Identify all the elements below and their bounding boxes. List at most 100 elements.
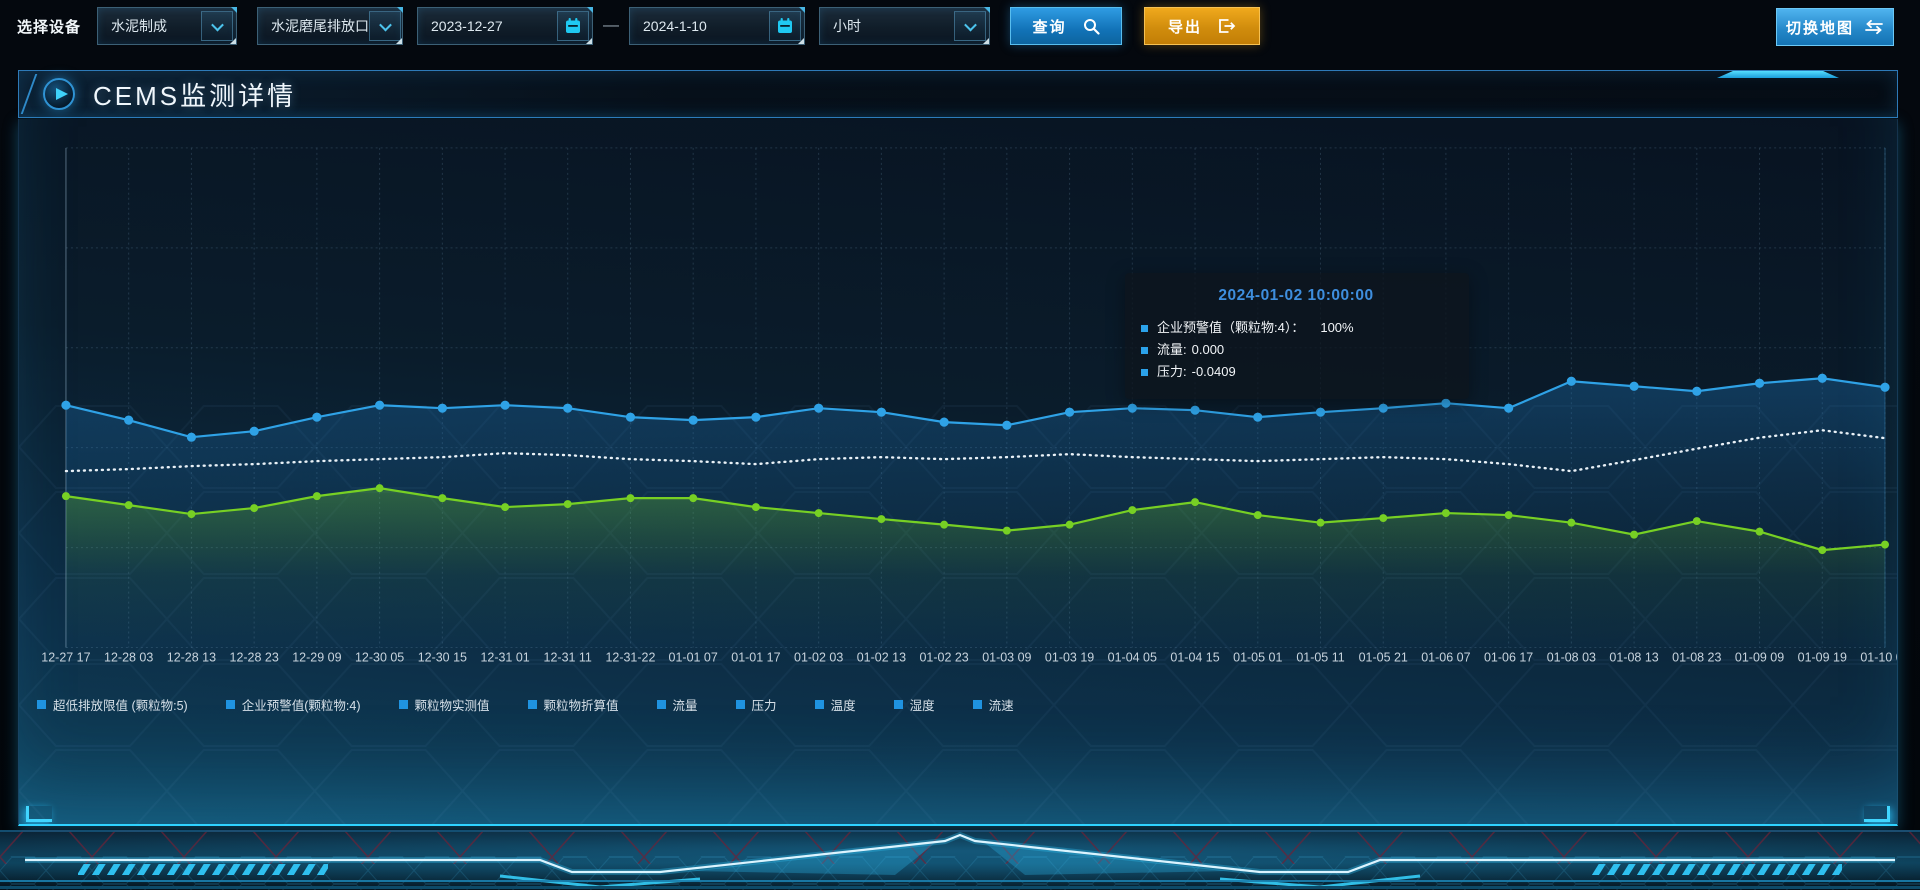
- tooltip-row: 压力: -0.0409: [1141, 361, 1451, 383]
- series-markers: [61, 373, 1890, 442]
- chevron-down-icon: [954, 11, 987, 41]
- end-date-input[interactable]: 2024-1-10: [629, 7, 806, 45]
- legend-item[interactable]: 温度: [814, 695, 856, 714]
- start-date-value: 2023-12-27: [431, 18, 503, 34]
- export-button-label: 导出: [1168, 18, 1203, 36]
- interval-select[interactable]: 小时: [819, 7, 991, 45]
- tooltip-row-value: 100%: [1320, 320, 1354, 335]
- tooltip-row: 流量: 0.000: [1141, 339, 1451, 361]
- legend-marker-icon: [972, 700, 982, 709]
- legend-marker-icon: [656, 700, 666, 709]
- series-marker-icon: [1141, 324, 1148, 332]
- legend-marker-icon: [893, 700, 903, 709]
- legend-item-label: 企业预警值(颗粒物:4): [241, 699, 361, 713]
- x-axis-label: 01-08 13: [1609, 650, 1658, 664]
- x-axis-label: 12-29 09: [292, 650, 341, 664]
- legend-item[interactable]: 流量: [656, 695, 698, 714]
- outlet-select-value: 水泥磨尾排放口: [271, 18, 370, 34]
- calendar-icon: [769, 11, 802, 41]
- chevron-down-icon: [369, 11, 402, 41]
- panel-header: CEMS监测详情: [18, 70, 1898, 118]
- legend-item-label: 湿度: [909, 699, 935, 713]
- legend-item[interactable]: 颗粒物折算值: [527, 695, 619, 714]
- legend-item[interactable]: 企业预警值(颗粒物:4): [225, 695, 361, 714]
- x-axis-label: 12-27 17: [41, 650, 90, 664]
- legend-item-label: 压力: [751, 699, 777, 713]
- export-icon: [1219, 19, 1236, 33]
- x-axis-label: 01-09 19: [1798, 650, 1847, 664]
- tooltip-row-label: 企业预警值（颗粒物:4）：: [1157, 320, 1305, 335]
- x-axis-label: 01-01 17: [731, 650, 780, 664]
- outlet-select[interactable]: 水泥磨尾排放口: [257, 7, 404, 45]
- decorative-footer: [0, 830, 1920, 890]
- query-button[interactable]: 查询: [1010, 7, 1123, 45]
- x-axis-label: 12-28 13: [167, 650, 216, 664]
- series-line: [65, 377, 1886, 439]
- legend-marker-icon: [37, 700, 46, 709]
- switch-map-button[interactable]: 切换地图: [1776, 8, 1894, 46]
- tooltip-row-label: 流量:: [1157, 342, 1187, 357]
- legend-item[interactable]: 压力: [735, 695, 777, 714]
- legend-item[interactable]: 湿度: [893, 695, 935, 714]
- device-select-label: 选择设备: [17, 18, 82, 36]
- x-axis-label: 01-01 07: [669, 650, 718, 664]
- legend-item-label: 颗粒物实测值: [414, 699, 490, 713]
- x-axis-label: 01-02 13: [857, 650, 906, 664]
- end-date-value: 2024-1-10: [643, 18, 707, 34]
- x-axis-label: 12-30 05: [355, 650, 404, 664]
- switch-map-button-label: 切换地图: [1785, 19, 1854, 37]
- series-marker-icon: [1141, 346, 1148, 354]
- x-axis-label: 01-08 03: [1547, 650, 1596, 664]
- query-button-label: 查询: [1032, 18, 1067, 36]
- x-axis-label: 01-09 09: [1735, 650, 1784, 664]
- legend-item-label: 颗粒物折算值: [543, 699, 619, 713]
- calendar-icon: [557, 11, 590, 41]
- legend-item-label: 超低排放限值 (颗粒物:5): [53, 699, 188, 713]
- x-axis-label: 01-02 23: [919, 650, 968, 664]
- x-axis-label: 01-02 03: [794, 650, 843, 664]
- tooltip-row: 企业预警值（颗粒物:4）： 100%: [1141, 317, 1451, 339]
- x-axis-label: 01-08 23: [1672, 650, 1721, 664]
- chart-tooltip: 2024-01-02 10:00:00 企业预警值（颗粒物:4）： 100% 流…: [1125, 273, 1469, 399]
- date-range-separator: —: [603, 17, 620, 34]
- x-axis-label: 01-05 11: [1296, 650, 1344, 664]
- series-area: [65, 488, 1886, 648]
- x-axis-label: 01-05 01: [1233, 650, 1282, 664]
- series-line: [65, 487, 1886, 552]
- legend-item[interactable]: 流速: [972, 695, 1014, 714]
- x-axis-label: 12-31 11: [544, 650, 592, 664]
- x-axis-label: 12-31-22: [605, 650, 655, 664]
- x-axis-label: 01-10 05: [1860, 650, 1897, 664]
- device-select[interactable]: 水泥制成: [97, 7, 238, 45]
- x-axis-labels: 12-27 17 12-28 03 12-28 13 12-28 23 12-29 09…: [41, 650, 1897, 664]
- search-icon: [1083, 18, 1100, 35]
- x-axis-label: 01-03 19: [1045, 650, 1094, 664]
- tooltip-row-value: -0.0409: [1191, 364, 1236, 379]
- x-axis-label: 12-31 01: [480, 650, 529, 664]
- series-markers: [61, 484, 1890, 555]
- x-axis-label: 01-03 09: [982, 650, 1031, 664]
- x-axis-label: 01-04 05: [1108, 650, 1157, 664]
- x-axis-label: 12-28 23: [230, 650, 279, 664]
- x-axis-label: 01-06 17: [1484, 650, 1533, 664]
- chevron-down-icon: [201, 11, 234, 41]
- legend-item[interactable]: 颗粒物实测值: [398, 695, 490, 714]
- panel-title: CEMS监测详情: [93, 80, 297, 111]
- legend-item[interactable]: 超低排放限值 (颗粒物:5): [37, 695, 188, 714]
- legend-marker-icon: [225, 700, 235, 709]
- swap-arrows-icon: [1865, 19, 1883, 35]
- monitor-panel: CEMS监测详情 12-27 17 12-28 03 12-28 13 12-28 2…: [18, 70, 1898, 826]
- legend-item-label: 流量: [672, 699, 698, 713]
- chart-area: 12-27 17 12-28 03 12-28 13 12-28 23 12-29 09…: [18, 119, 1898, 826]
- series-marker-icon: [1141, 368, 1148, 376]
- legend-marker-icon: [814, 700, 824, 709]
- tooltip-row-label: 压力:: [1157, 364, 1187, 379]
- play-icon[interactable]: [43, 78, 75, 110]
- export-button[interactable]: 导出: [1144, 7, 1261, 45]
- cems-line-chart[interactable]: 12-27 17 12-28 03 12-28 13 12-28 23 12-29 09…: [19, 119, 1897, 824]
- start-date-input[interactable]: 2023-12-27: [417, 7, 594, 45]
- x-axis-label: 01-04 15: [1170, 650, 1219, 664]
- tooltip-timestamp: 2024-01-02 10:00:00: [1218, 287, 1374, 304]
- legend-marker-icon: [735, 700, 745, 709]
